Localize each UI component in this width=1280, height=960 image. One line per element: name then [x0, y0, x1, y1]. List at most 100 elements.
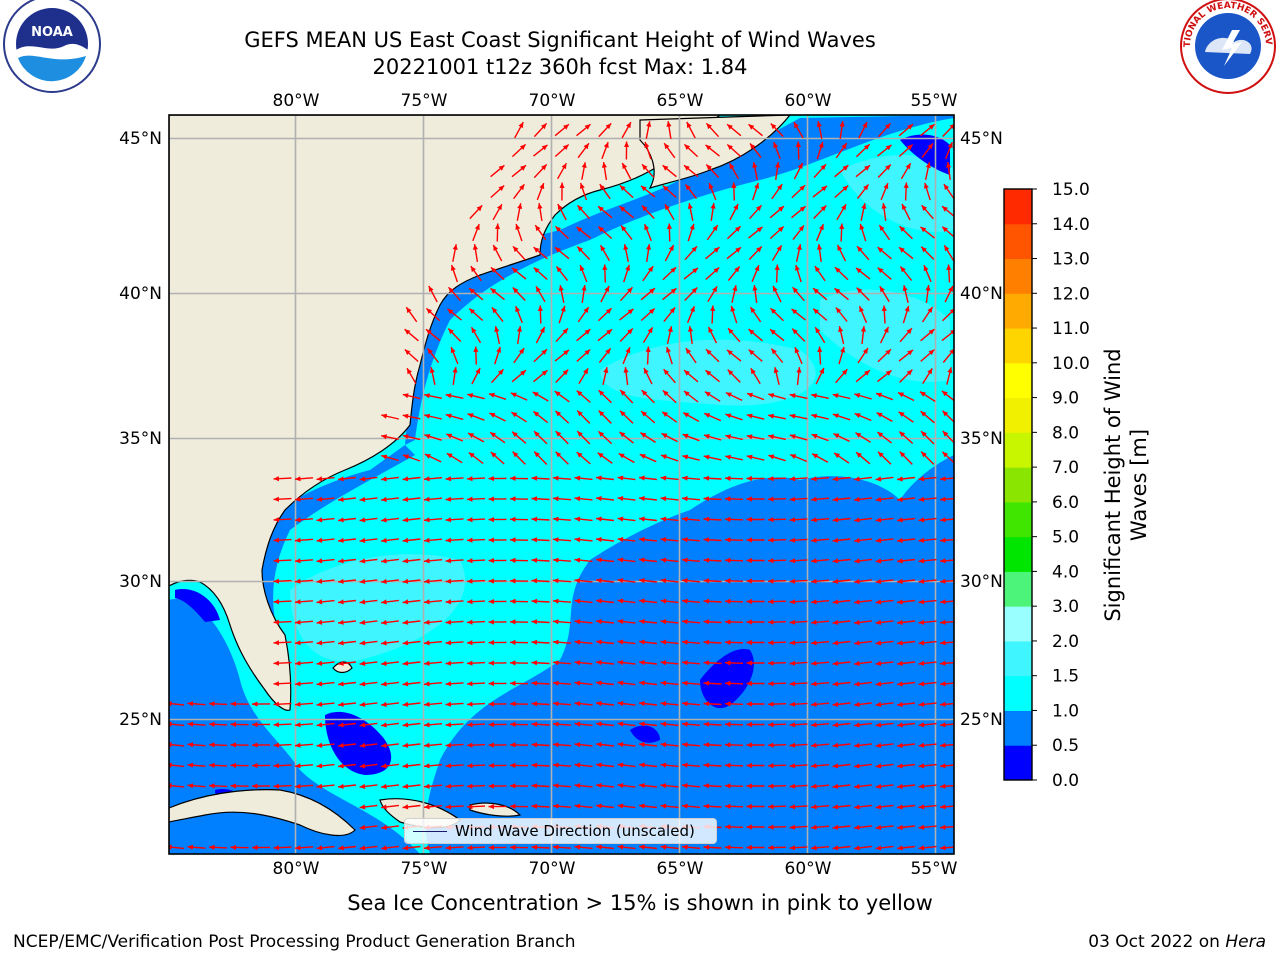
wind-wave-arrowhead	[359, 701, 366, 707]
wind-wave-arrowhead	[445, 640, 452, 646]
wind-wave-arrowhead	[660, 701, 667, 707]
wind-wave-arrowhead	[295, 660, 301, 666]
colorbar-segment	[1004, 501, 1032, 538]
wind-wave-arrowhead	[424, 517, 430, 523]
wind-wave-arrowhead	[187, 742, 194, 748]
wind-wave-arrowhead	[668, 245, 674, 251]
wind-wave-arrowhead	[942, 451, 949, 458]
wind-wave-arrowhead	[574, 701, 581, 707]
wind-wave-arrowhead	[338, 722, 344, 728]
legend-line-swatch	[413, 831, 447, 832]
wind-wave-arrowhead	[424, 476, 430, 482]
wind-wave-arrowhead	[683, 412, 690, 418]
wind-wave-arrowhead	[789, 599, 796, 605]
wind-wave-arrowhead	[768, 804, 774, 810]
colorbar-segment	[1004, 745, 1032, 781]
wind-wave-arrowhead	[940, 476, 946, 482]
wind-wave-arrowhead	[596, 680, 602, 686]
wind-wave-arrowhead	[316, 599, 323, 605]
wind-wave-arrowhead	[187, 844, 194, 850]
wind-wave-arrowhead	[703, 496, 710, 502]
wind-wave-arrowhead	[832, 393, 839, 399]
wind-wave-arrowhead	[854, 722, 860, 728]
wind-wave-arrowhead	[768, 558, 774, 564]
wind-wave-arrowhead	[947, 367, 953, 374]
wind-wave-arrowhead	[920, 411, 927, 417]
wind-wave-arrowhead	[646, 121, 652, 127]
wind-wave-arrowhead	[574, 762, 581, 768]
colorbar-segment	[1004, 467, 1032, 503]
wind-wave-arrowhead	[789, 763, 796, 769]
wind-wave-arrowhead	[452, 367, 458, 373]
wind-wave-arrowhead	[623, 244, 629, 250]
wind-wave-arrowhead	[776, 245, 782, 252]
wind-wave-arrowhead	[854, 783, 860, 789]
wind-wave-arrowhead	[621, 225, 627, 232]
wind-wave-arrowhead	[605, 308, 612, 314]
wind-wave-arrowhead	[445, 742, 452, 748]
wind-wave-arrowhead	[811, 804, 817, 810]
wind-wave-arrowhead	[703, 639, 710, 645]
wind-wave-arrowhead	[604, 286, 610, 292]
colorbar-segment	[1004, 571, 1032, 607]
wind-wave-arrowhead	[684, 144, 691, 150]
wind-wave-arrowhead	[750, 307, 756, 313]
wind-wave-arrowhead	[381, 701, 387, 707]
wind-wave-arrowhead	[230, 742, 236, 748]
wind-wave-arrowhead	[768, 640, 774, 646]
wind-wave-arrowhead	[725, 454, 731, 460]
wind-wave-arrowhead	[918, 681, 925, 687]
wind-wave-arrowhead	[947, 142, 953, 149]
wind-wave-arrowhead	[813, 308, 819, 315]
wind-wave-arrowhead	[789, 824, 796, 830]
wind-wave-arrowhead	[558, 285, 564, 291]
wind-wave-arrowhead	[518, 348, 525, 354]
wind-wave-arrow	[169, 846, 185, 850]
wind-wave-arrowhead	[660, 516, 667, 522]
wind-wave-arrowhead	[513, 246, 519, 253]
wind-wave-arrowhead	[187, 721, 194, 727]
wind-wave-arrowhead	[814, 266, 821, 272]
wind-wave-arrowhead	[704, 413, 711, 418]
wind-wave-arrowhead	[598, 431, 605, 437]
wind-wave-arrowhead	[426, 329, 432, 335]
wind-wave-arrowhead	[381, 434, 387, 440]
wind-wave-arrowhead	[626, 122, 631, 129]
wind-wave-arrowhead	[553, 680, 559, 686]
wind-wave-arrowhead	[429, 367, 435, 373]
wind-wave-arrowhead	[918, 558, 925, 564]
wind-wave-arrowhead	[252, 722, 258, 728]
wind-wave-arrowhead	[649, 288, 655, 294]
wind-wave-arrowhead	[789, 701, 796, 707]
wind-wave-arrowhead	[533, 267, 540, 273]
wind-wave-arrowhead	[750, 143, 756, 150]
wind-wave-arrowhead	[725, 844, 731, 850]
wind-wave-arrowhead	[703, 660, 710, 666]
footer-date: 03 Oct 2022 on Hera	[1088, 932, 1266, 952]
wind-wave-arrowhead	[273, 640, 279, 646]
wind-wave-arrowhead	[488, 701, 494, 707]
wind-wave-arrowhead	[316, 681, 323, 687]
wind-wave-arrowhead	[682, 557, 688, 563]
wind-wave-arrowhead	[949, 348, 954, 355]
wind-wave-arrowhead	[450, 347, 456, 354]
wind-wave-arrowhead	[639, 742, 645, 748]
colorbar-tick-label: 2.0	[1052, 632, 1079, 652]
colorbar-segment	[1004, 432, 1032, 468]
wind-wave-arrowhead	[811, 433, 818, 439]
wind-wave-arrowhead	[492, 307, 498, 314]
wind-wave-arrowhead	[897, 537, 903, 543]
wind-wave-arrowhead	[660, 496, 667, 502]
wind-wave-arrowhead	[735, 247, 741, 253]
wind-wave-arrowhead	[904, 305, 910, 312]
wind-wave-arrowhead	[770, 329, 776, 335]
wind-wave-arrowhead	[359, 783, 366, 789]
wind-wave-arrowhead	[854, 496, 860, 502]
wind-wave-arrowhead	[488, 558, 494, 564]
wind-wave-arrowhead	[660, 742, 667, 748]
wind-wave-arrowhead	[881, 203, 887, 209]
wind-wave-arrowhead	[488, 681, 494, 687]
wind-wave-arrowhead	[639, 475, 645, 481]
wind-wave-arrowhead	[445, 413, 452, 419]
wind-wave-arrowhead	[639, 598, 645, 604]
